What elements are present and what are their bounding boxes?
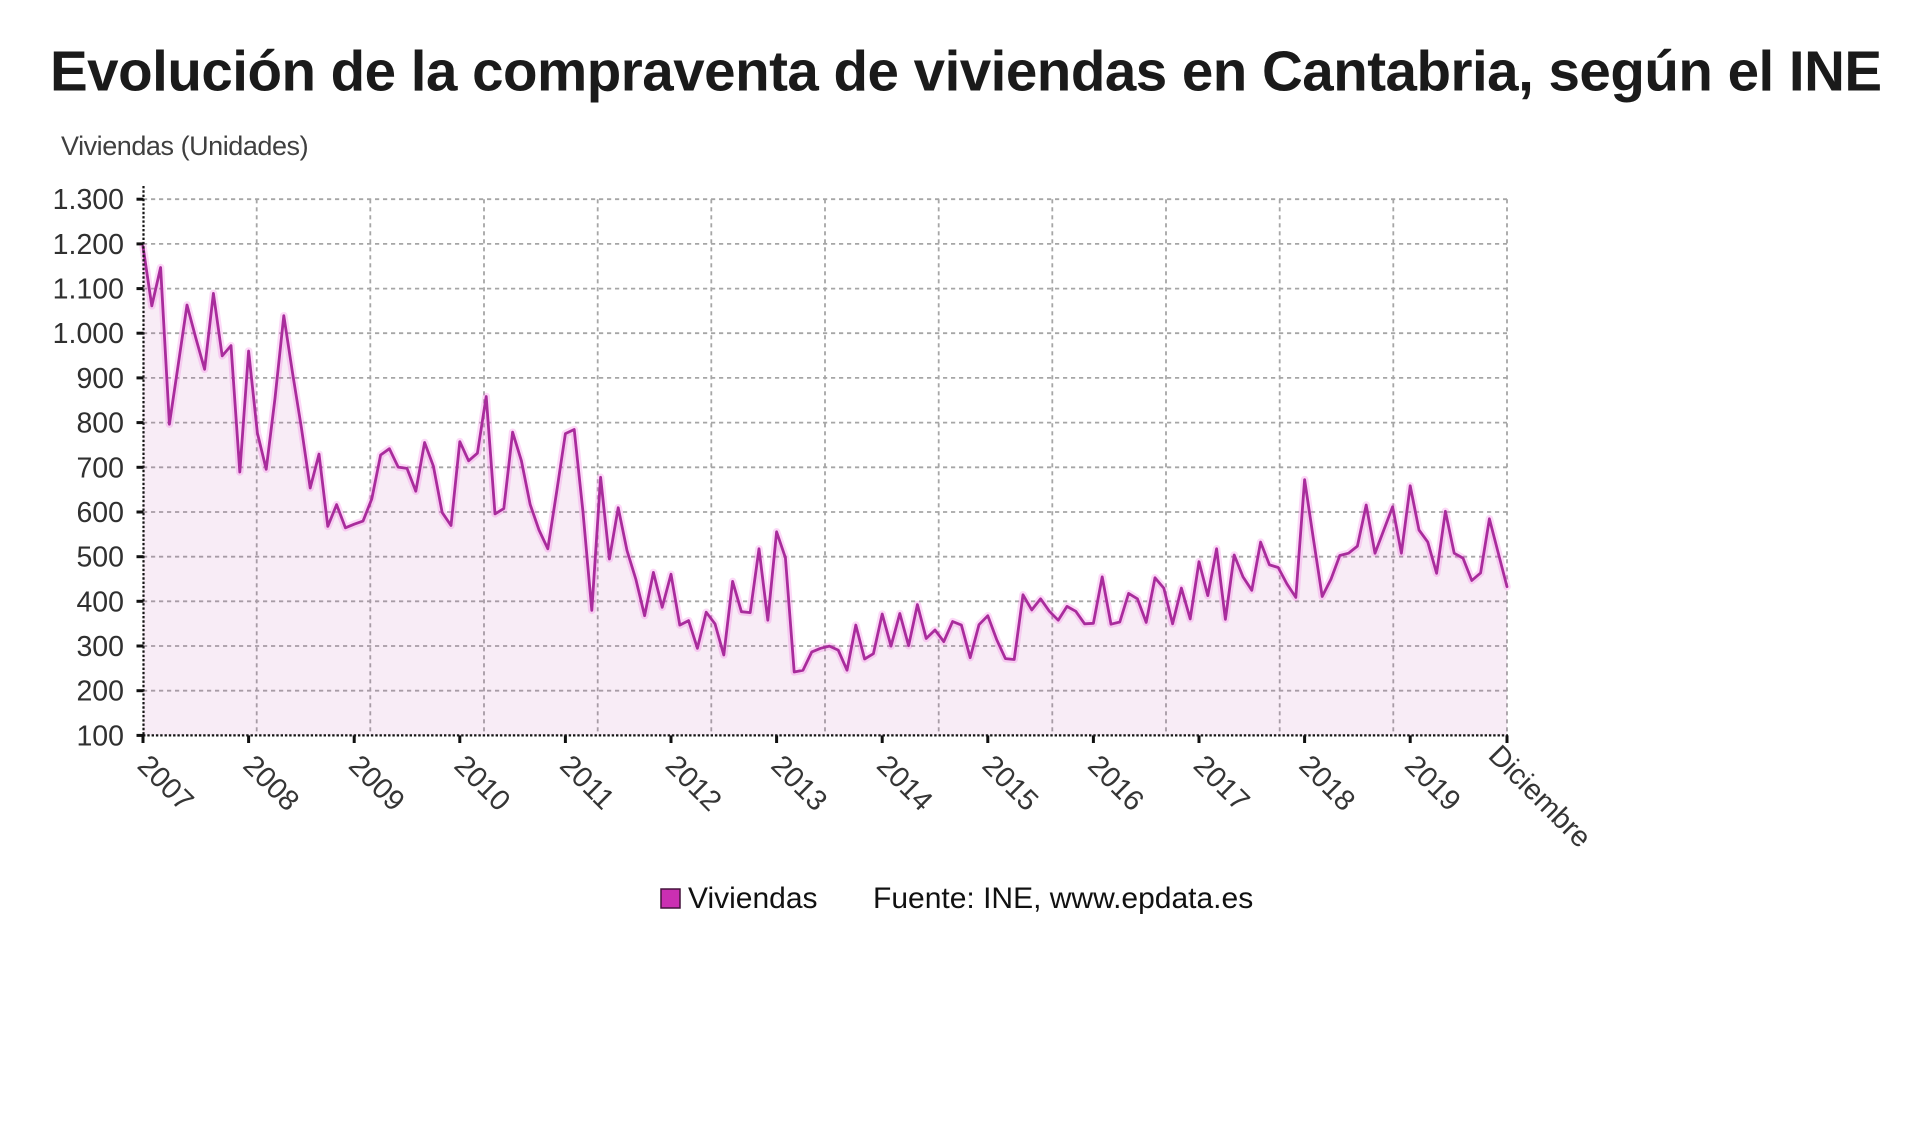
svg-text:400: 400 — [76, 586, 124, 618]
svg-text:Viviendas: Viviendas — [688, 882, 818, 915]
svg-text:100: 100 — [76, 720, 124, 752]
svg-text:900: 900 — [76, 363, 124, 395]
svg-text:1.300: 1.300 — [53, 184, 124, 216]
svg-text:Fuente: INE, www.epdata.es: Fuente: INE, www.epdata.es — [873, 882, 1253, 915]
svg-text:1.200: 1.200 — [53, 229, 124, 261]
svg-text:800: 800 — [76, 408, 124, 440]
svg-text:Evolución de la compraventa de: Evolución de la compraventa de viviendas… — [50, 40, 1882, 103]
svg-text:1.000: 1.000 — [53, 318, 124, 350]
svg-text:Viviendas (Unidades): Viviendas (Unidades) — [61, 131, 308, 161]
svg-text:700: 700 — [76, 452, 124, 484]
svg-text:1.100: 1.100 — [53, 274, 124, 306]
svg-text:300: 300 — [76, 631, 124, 663]
svg-text:200: 200 — [76, 676, 124, 708]
svg-text:500: 500 — [76, 542, 124, 574]
svg-text:600: 600 — [76, 497, 124, 529]
